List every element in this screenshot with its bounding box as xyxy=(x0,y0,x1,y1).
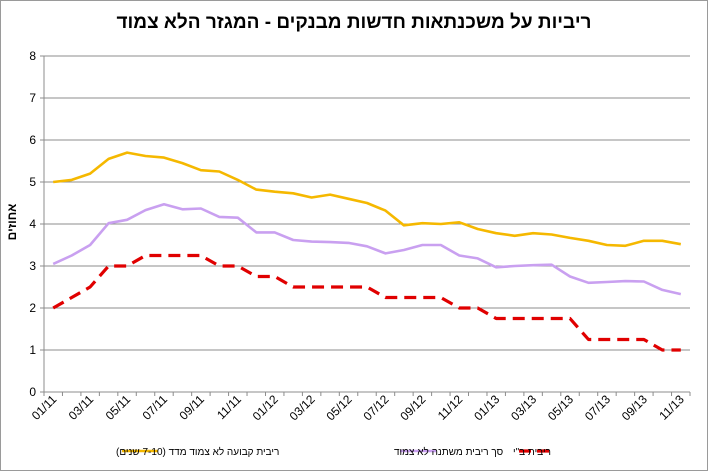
y-tick-label-4: 4 xyxy=(29,217,36,231)
y-tick-label-1: 1 xyxy=(29,343,36,357)
x-tick-label-01-12: 01/12 xyxy=(250,392,281,423)
x-tick-label-09-13: 09/13 xyxy=(619,392,650,423)
legend-label-2: סך ריבית משתנה לא צמוד xyxy=(394,446,504,458)
x-tick-label-11-11: 11/11 xyxy=(214,392,244,422)
y-tick-label-3: 3 xyxy=(29,259,36,273)
x-tick-label-11-13: 11/13 xyxy=(656,392,687,423)
y-tick-label-0: 0 xyxy=(29,385,36,399)
x-tick-label-11-12: 11/12 xyxy=(435,392,466,423)
series-line-3 xyxy=(52,253,681,352)
legend: ריבית קבועה לא צמוד מדד (7-10 שנים) סך רי… xyxy=(116,446,555,458)
x-tick-label-05-11: 05/11 xyxy=(103,392,134,423)
x-tick-label-07-13: 07/13 xyxy=(582,392,613,423)
series-lines xyxy=(52,151,682,352)
axes xyxy=(40,55,691,396)
legend-label-3: ריבית ב"י xyxy=(513,447,551,458)
x-tick-label-09-12: 09/12 xyxy=(397,392,428,423)
y-tick-label-7: 7 xyxy=(29,91,36,105)
y-tick-label-2: 2 xyxy=(29,301,36,315)
x-tick-label-07-11: 07/11 xyxy=(140,392,171,423)
x-tick-label-03-11: 03/11 xyxy=(66,392,97,423)
x-tick-labels: 01/11 03/11 05/11 07/11 09/11 11/11 01/12 03/12… xyxy=(29,392,687,423)
x-tick-label-09-11: 09/11 xyxy=(177,392,208,423)
series-line-2 xyxy=(52,203,682,296)
x-tick-label-07-12: 07/12 xyxy=(360,392,391,423)
legend-label-1: ריבית קבועה לא צמוד מדד (7-10 שנים) xyxy=(116,446,279,458)
x-tick-label-03-13: 03/13 xyxy=(508,392,539,423)
x-tick-label-05-12: 05/12 xyxy=(324,392,355,423)
grid-lines xyxy=(44,55,690,351)
y-tick-label-5: 5 xyxy=(29,175,36,189)
y-tick-label-6: 6 xyxy=(29,133,36,147)
x-tick-label-05-13: 05/13 xyxy=(545,392,576,423)
series-line-1 xyxy=(53,151,682,248)
x-tick-label-03-12: 03/12 xyxy=(287,392,318,423)
y-tick-labels: 0 1 2 3 4 5 6 7 8 xyxy=(29,49,36,399)
x-tick-label-01-13: 01/13 xyxy=(471,392,502,423)
y-axis-label: אחוזים xyxy=(5,204,19,241)
chart-title: ריביות על משכנתאות חדשות מבנקים - המגזר … xyxy=(116,12,591,33)
y-tick-label-8: 8 xyxy=(29,49,36,63)
